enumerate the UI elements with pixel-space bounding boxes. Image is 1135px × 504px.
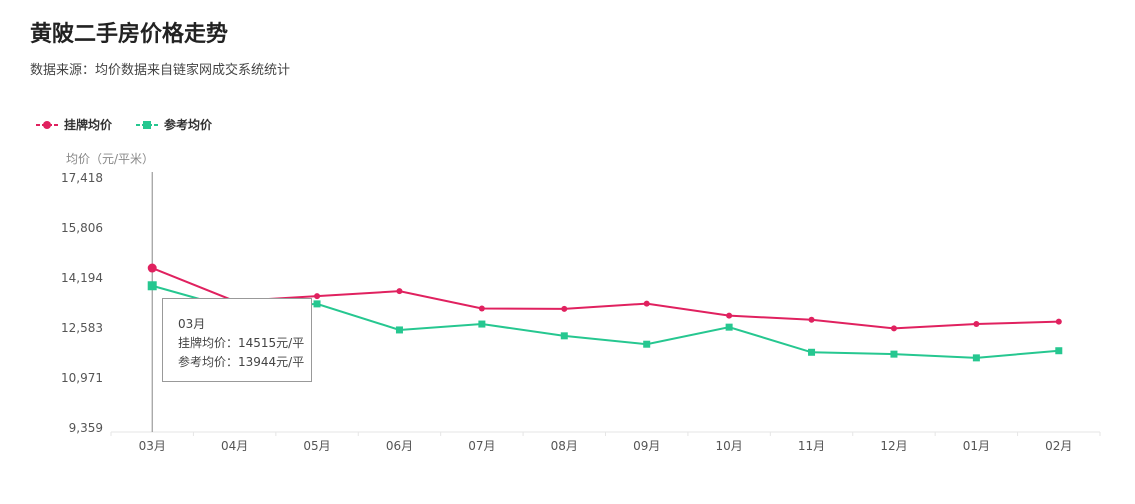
data-point-1 [147,281,157,291]
data-point-1 [478,320,486,328]
data-point-0 [808,316,815,323]
legend-label: 参考均价 [164,118,213,132]
x-tick-label: 10月 [715,439,742,453]
data-point-1 [725,323,733,331]
x-tick-label: 04月 [221,439,248,453]
data-point-1 [395,326,403,334]
data-point-1 [1055,347,1063,355]
y-tick-label: 9,359 [69,421,103,435]
circle-marker-icon [36,120,58,129]
y-tick-label: 15,806 [61,221,103,235]
data-point-0 [478,305,485,312]
y-tick-label: 17,418 [61,171,103,185]
data-point-1 [972,354,980,362]
data-point-1 [808,348,816,356]
page-title: 黄陂二手房价格走势 [30,22,229,47]
legend-item-listing-price[interactable]: 挂牌均价 [36,116,112,133]
data-point-1 [643,340,651,348]
x-tick-label: 07月 [468,439,495,453]
series-line-0 [151,267,1059,330]
y-tick-label: 14,194 [61,271,103,285]
tooltip-reference-price: 参考均价：13944元/平 [178,355,305,369]
data-point-0 [890,325,897,332]
x-tick-label: 08月 [551,439,578,453]
data-point-1 [890,350,898,358]
x-tick-label: 12月 [880,439,907,453]
data-point-0 [643,300,650,307]
x-tick-label: 03月 [139,439,166,453]
data-source-note: 数据来源：均价数据来自链家网成交系统统计 [30,63,291,78]
data-point-1 [313,300,321,308]
x-tick-label: 06月 [386,439,413,453]
data-point-0 [973,321,980,328]
data-point-0 [147,263,157,273]
x-tick-label: 02月 [1045,439,1072,453]
legend-item-reference-price[interactable]: 参考均价 [136,116,212,133]
data-point-0 [726,312,733,319]
data-point-0 [396,288,403,295]
y-tick-label: 12,583 [61,321,103,335]
x-tick-label: 11月 [798,439,825,453]
x-tick-label: 01月 [963,439,990,453]
data-point-0 [561,305,568,312]
y-tick-label: 10,971 [61,371,103,385]
data-point-0 [1055,318,1062,325]
tooltip-month: 03月 [178,317,206,331]
square-marker-icon [136,120,159,129]
data-point-1 [560,332,568,340]
legend-label: 挂牌均价 [64,118,113,132]
y-axis-label: 均价（元/平米） [66,152,155,166]
x-tick-label: 05月 [303,439,330,453]
tooltip-listing-price: 挂牌均价：14515元/平 [178,336,305,350]
data-point-0 [314,293,321,300]
x-tick-label: 09月 [633,439,660,453]
chart-legend: 挂牌均价 参考均价 [36,116,212,133]
chart-tooltip: 03月 挂牌均价：14515元/平 参考均价：13944元/平 [162,298,312,382]
